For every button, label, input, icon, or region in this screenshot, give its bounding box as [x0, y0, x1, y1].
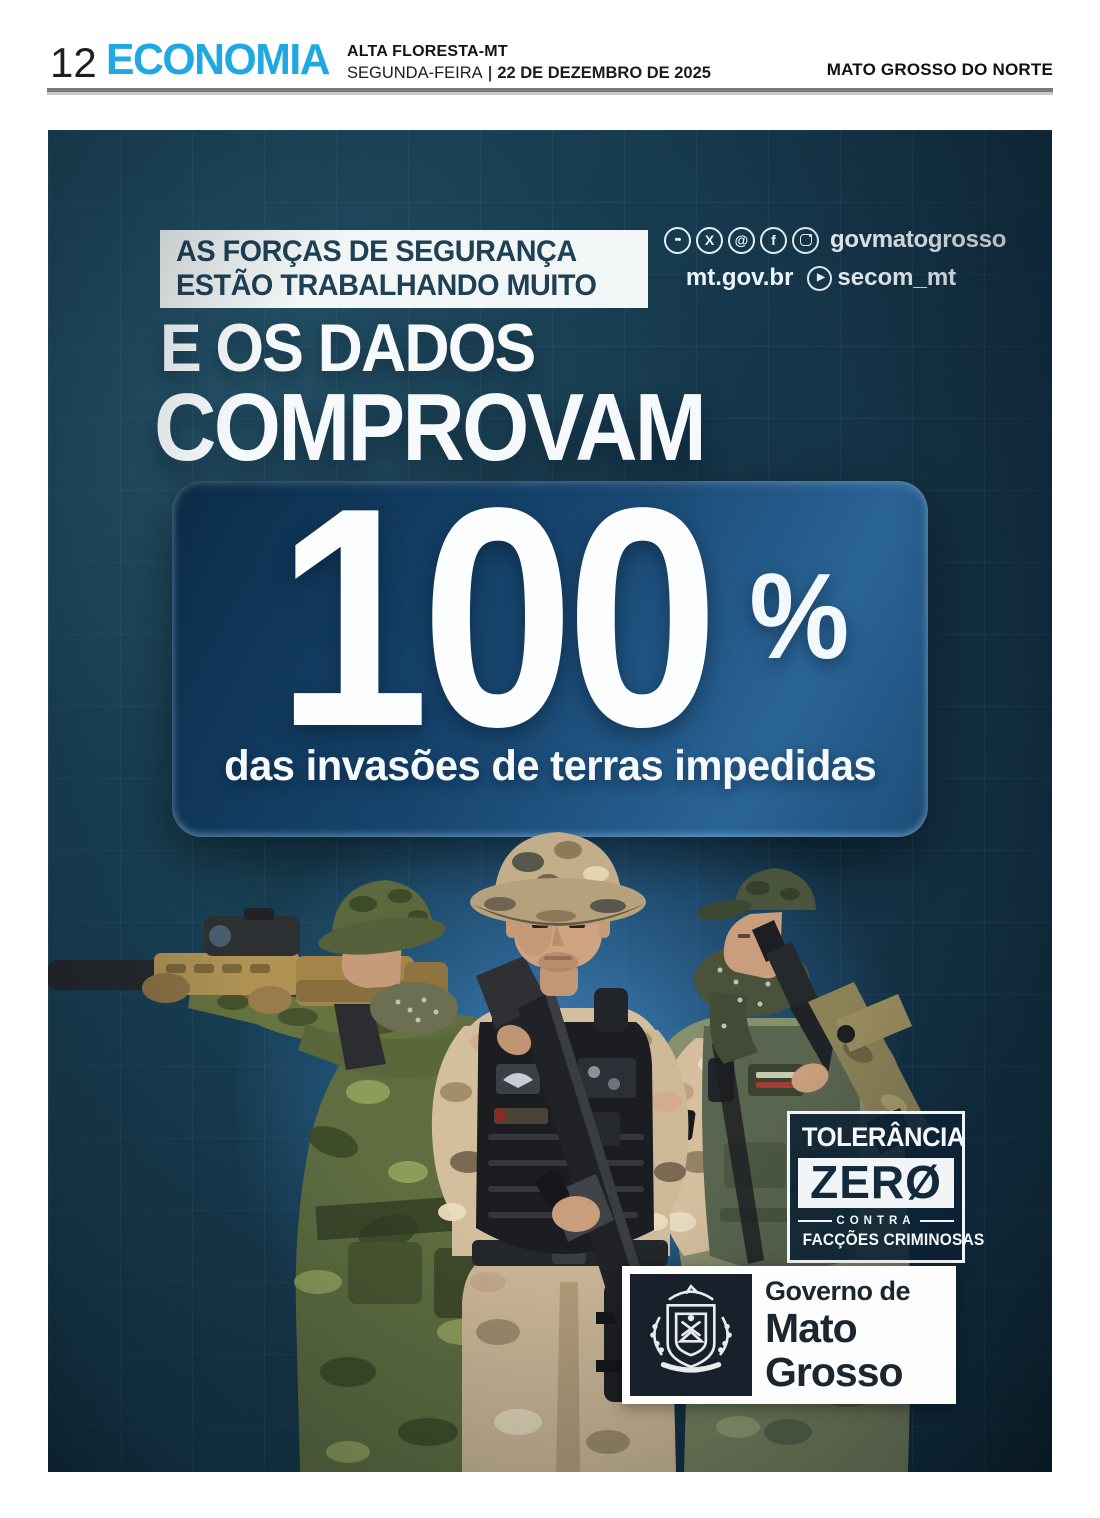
- website-url: mt.gov.br: [685, 264, 794, 291]
- tolerance-badge-contra: CONTRA: [798, 1215, 955, 1227]
- instagram-glyph: [799, 234, 812, 246]
- gov-logo-line-2: Mato: [765, 1304, 858, 1351]
- government-logo: Governo de Mato Grosso: [622, 1266, 956, 1404]
- kicker-line-2: ESTÃO TRABALHANDO MUITO: [176, 269, 597, 302]
- facebook-icon: f: [760, 226, 787, 254]
- tolerance-badge-subtitle: FACÇÕES CRIMINOSAS: [802, 1231, 985, 1249]
- edition-block: ALTA FLORESTA-MT SEGUNDA-FEIRA | 22 DE DEZ…: [347, 44, 711, 82]
- social-row-1: •• X @ f govmatogrosso: [664, 226, 1006, 254]
- edition-weekday: SEGUNDA-FEIRA: [347, 64, 483, 82]
- edition-divider: |: [487, 64, 493, 82]
- kicker-line-1: AS FORÇAS DE SEGURANÇA: [176, 235, 577, 268]
- youtube-icon: ▶: [807, 265, 833, 291]
- government-logo-text: Governo de Mato Grosso: [765, 1275, 911, 1395]
- tolerance-badge: TOLERÂNCIA ZERØ CONTRA FACÇÕES CRIMINOSA…: [787, 1111, 985, 1263]
- contra-line-left: [798, 1220, 833, 1222]
- edition-location: ALTA FLORESTA-MT: [347, 43, 508, 60]
- x-icon: X: [696, 226, 723, 254]
- edition-date: 22 DE DEZEMBRO DE 2025: [497, 64, 711, 82]
- stat-card: 100 % das invasões de terras impedidas: [172, 444, 928, 837]
- social-row-2: mt.gov.br ▶ secom_mt: [664, 264, 956, 292]
- tolerance-badge-title: TOLERÂNCIA: [801, 1122, 965, 1152]
- coat-of-arms-icon: [650, 1284, 732, 1373]
- instagram-icon: [792, 226, 819, 254]
- edition-dateline: SEGUNDA-FEIRA | 22 DE DEZEMBRO DE 2025: [347, 65, 711, 82]
- stat-caption: das invasões de terras impedidas: [223, 742, 877, 791]
- youtube-handle: secom_mt: [837, 264, 957, 291]
- stat-percent: %: [748, 548, 849, 684]
- newspaper-name: MATO GROSSO DO NORTE: [826, 60, 1053, 79]
- stat-value: 100: [276, 444, 719, 792]
- headline-line-2: COMPROVAM: [154, 374, 707, 481]
- header-rule: [47, 88, 1053, 92]
- tolerance-badge-zero: ZERØ: [810, 1156, 942, 1208]
- government-ad-poster: AS FORÇAS DE SEGURANÇA ESTÃO TRABALHANDO…: [48, 130, 1052, 1472]
- headline-line-1: E OS DADOS: [160, 310, 536, 386]
- contra-line-right: [919, 1220, 955, 1222]
- social-handle: govmatogrosso: [830, 226, 1007, 253]
- gov-logo-line-3: Grosso: [765, 1348, 904, 1395]
- kicker-box: AS FORÇAS DE SEGURANÇA ESTÃO TRABALHANDO…: [160, 230, 648, 308]
- coat-of-arms-square: [630, 1274, 752, 1396]
- middle-soldier-shotgun: [476, 956, 654, 1328]
- contra-word: CONTRA: [836, 1215, 916, 1227]
- stat-row: 100 %: [247, 444, 853, 792]
- social-block: •• X @ f govmatogrosso mt.gov.br ▶ secom…: [664, 226, 1006, 292]
- flickr-icon: ••: [664, 226, 691, 254]
- page-number: 12: [50, 39, 97, 86]
- gov-logo-line-1: Governo de: [765, 1275, 911, 1306]
- page-header: 12 ECONOMIA ALTA FLORESTA-MT SEGUNDA-FEI…: [0, 0, 1100, 96]
- section-title: ECONOMIA: [106, 35, 331, 84]
- tolerance-badge-zero-box: ZERØ: [798, 1158, 954, 1208]
- threads-icon: @: [728, 226, 755, 254]
